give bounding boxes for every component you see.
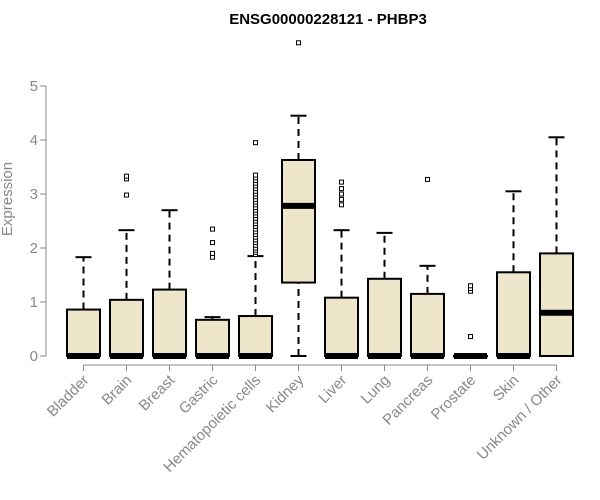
box-body: [324, 296, 359, 357]
plot-area: [66, 40, 574, 359]
box-lung: [367, 231, 402, 359]
y-tick-label: 5: [30, 78, 38, 95]
y-axis-label: Expression: [0, 162, 16, 236]
y-tick-label: 3: [30, 186, 38, 203]
box-body: [367, 277, 402, 357]
box-bladder: [66, 256, 101, 359]
box-prostate: [453, 283, 488, 359]
box-body: [195, 318, 230, 358]
outlier-point: [253, 140, 258, 146]
outlier-point: [124, 192, 129, 198]
box-breast: [152, 209, 187, 359]
x-tick-label: Brain: [99, 372, 136, 409]
box-body: [281, 158, 316, 284]
y-tick-label: 0: [30, 348, 38, 365]
outlier-point: [339, 191, 344, 197]
y-tick-label: 2: [30, 240, 38, 257]
box-liver: [324, 179, 359, 359]
y-tick-label: 4: [30, 132, 38, 149]
box-pancreas: [410, 176, 445, 359]
box-kidney: [281, 40, 316, 357]
y-tick-label: 1: [30, 294, 38, 311]
box-body: [152, 288, 187, 357]
outlier-point: [339, 202, 344, 208]
outlier-point: [210, 226, 215, 232]
box-body: [109, 298, 144, 357]
x-tick-label: Breast: [136, 371, 179, 414]
x-tick-label: Skin: [490, 372, 523, 405]
outlier-point: [210, 240, 215, 246]
outlier-point: [339, 186, 344, 192]
box-body: [238, 315, 273, 358]
outlier-point: [468, 283, 473, 289]
box-skin: [496, 190, 531, 359]
outlier-point: [210, 250, 215, 256]
x-tick-label: Lung: [358, 372, 394, 408]
box-body: [496, 271, 531, 357]
chart-title: ENSG00000228121 - PHBP3: [229, 11, 427, 28]
outlier-point: [296, 40, 301, 46]
box-unknown-other: [539, 136, 574, 357]
x-tick-label: Liver: [315, 372, 350, 407]
box-brain: [109, 173, 144, 359]
outlier-point: [468, 334, 473, 340]
outlier-point: [124, 173, 129, 179]
box-body: [66, 308, 101, 357]
x-tick-label: Prostate: [428, 372, 480, 424]
y-axis: 0 1 2 3 4 5: [30, 78, 47, 365]
x-tick-label: Kidney: [263, 371, 308, 416]
x-tick-label: Bladder: [44, 372, 93, 421]
outlier-point: [339, 196, 344, 202]
outlier-point: [425, 176, 430, 182]
box-hematopoietic-cells: [238, 140, 273, 359]
box-body: [539, 252, 574, 357]
box-gastric: [195, 226, 230, 359]
outlier-point: [253, 172, 258, 178]
box-body: [410, 292, 445, 357]
outlier-point: [339, 179, 344, 185]
